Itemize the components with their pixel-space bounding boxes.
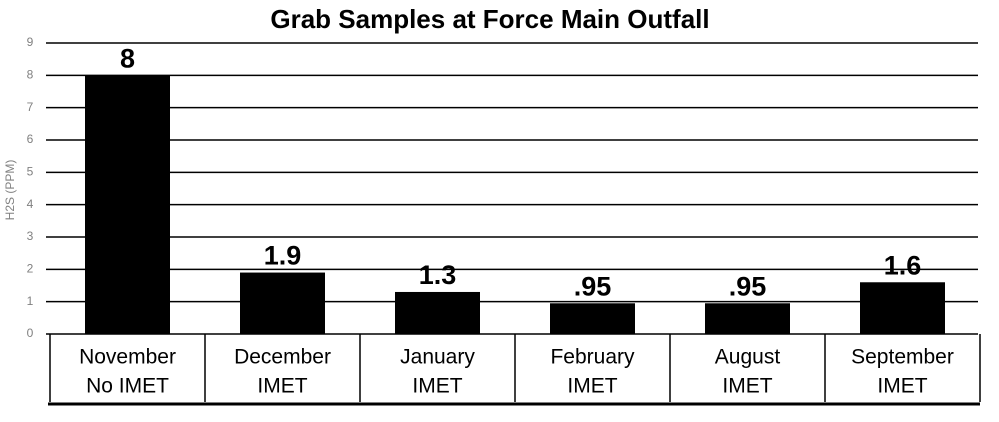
x-tick-label: September [851,346,954,369]
x-tick-label: August [715,346,781,369]
value-label: .95 [574,271,612,301]
y-tick-label: 4 [27,197,34,211]
value-label: 1.3 [419,260,457,290]
y-tick-label: 1 [27,294,34,308]
value-label: 8 [120,43,135,73]
x-tick-label: IMET [567,375,617,398]
x-tick-label: February [550,346,635,369]
x-tick-label: January [400,346,475,369]
x-tick-label: December [234,346,331,369]
value-label: 1.9 [264,241,302,271]
y-tick-label: 9 [27,35,34,49]
bar [395,291,480,334]
x-tick-label: IMET [412,375,462,398]
y-tick-label: 5 [27,165,34,179]
x-tick-label: November [79,346,176,369]
y-tick-label: 8 [27,68,34,82]
y-tick-label: 2 [27,262,34,276]
x-tick-label: No IMET [86,375,169,398]
x-tick-label: IMET [722,375,772,398]
x-tick-label: IMET [257,375,307,398]
y-tick-label: 3 [27,229,34,243]
y-axis-label: H2S (PPM) [3,160,17,221]
x-tick-label: IMET [877,375,927,398]
y-tick-label: 0 [27,326,34,340]
bar [550,303,635,334]
chart-title: Grab Samples at Force Main Outfall [270,4,709,34]
bar [85,75,170,334]
value-label: 1.6 [884,250,922,280]
bar [240,272,325,334]
y-tick-label: 6 [27,132,34,146]
bar [705,303,790,334]
value-label: .95 [729,271,767,301]
bar [860,282,945,334]
y-tick-label: 7 [27,100,34,114]
